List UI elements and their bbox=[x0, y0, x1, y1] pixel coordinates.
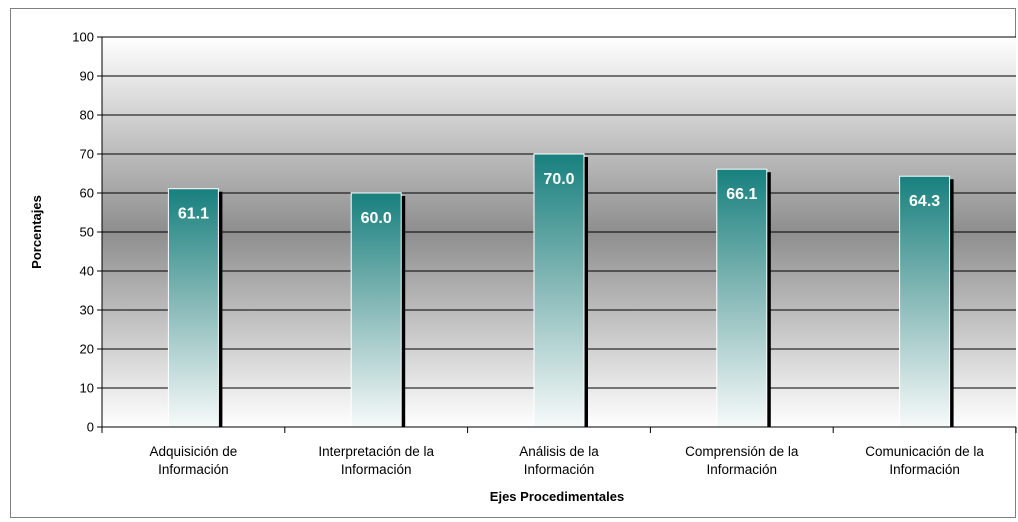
bar bbox=[899, 175, 951, 428]
data-label: 61.1 bbox=[178, 206, 209, 223]
x-tick-label: Interpretación de la bbox=[318, 444, 434, 459]
y-tick-label: 30 bbox=[80, 303, 94, 318]
data-label: 60.0 bbox=[361, 210, 392, 227]
bar-shadow bbox=[949, 179, 954, 427]
bar-shadow bbox=[584, 157, 588, 427]
bar-shadow bbox=[766, 172, 771, 427]
labels: 0 10 20 30 40 50 60 70 80 90 100 61.1 60.0 70.0 66.1 64… bbox=[72, 30, 984, 478]
x-axis-title: Ejes Procedimentales bbox=[490, 489, 624, 504]
y-tick-label: 0 bbox=[87, 420, 94, 435]
y-tick-label: 70 bbox=[80, 147, 94, 162]
bar bbox=[167, 188, 219, 428]
axes bbox=[97, 36, 1017, 433]
x-tick-label: Información bbox=[889, 462, 960, 477]
y-tick-label: 60 bbox=[80, 186, 94, 201]
x-tick-label: Adquisición de bbox=[149, 444, 237, 459]
x-tick-label: Análisis de la bbox=[519, 444, 599, 459]
x-tick-label: Información bbox=[707, 462, 778, 477]
bar bbox=[716, 168, 768, 428]
x-tick-label: Información bbox=[524, 462, 595, 477]
y-axis-title: Porcentajes bbox=[29, 195, 44, 269]
y-tick-label: 90 bbox=[80, 69, 94, 84]
gridlines bbox=[102, 36, 1016, 389]
bar-shadow bbox=[218, 191, 223, 427]
y-tick-label: 80 bbox=[80, 108, 94, 123]
bar-shadow bbox=[401, 196, 406, 427]
y-tick-label: 20 bbox=[80, 342, 94, 357]
y-tick-label: 100 bbox=[72, 30, 94, 45]
y-tick-label: 40 bbox=[80, 264, 94, 279]
x-tick-label: Información bbox=[341, 462, 412, 477]
x-tick-label: Comunicación de la bbox=[865, 444, 984, 459]
bars bbox=[167, 153, 954, 428]
y-tick-label: 10 bbox=[80, 381, 94, 396]
x-tick-label: Información bbox=[158, 462, 229, 477]
data-label: 70.0 bbox=[543, 171, 574, 188]
bar bbox=[533, 153, 585, 428]
y-tick-label: 50 bbox=[80, 225, 94, 240]
data-label: 64.3 bbox=[909, 193, 940, 210]
x-tick-label: Comprensión de la bbox=[685, 444, 799, 459]
data-label: 66.1 bbox=[726, 186, 757, 203]
bar bbox=[350, 192, 402, 428]
